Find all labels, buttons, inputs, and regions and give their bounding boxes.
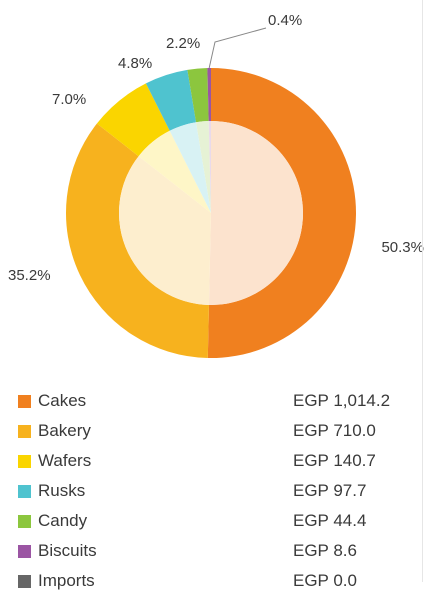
slice-wafers — [96, 83, 170, 157]
legend-label: Biscuits — [38, 541, 97, 560]
slice-biscuits — [207, 68, 211, 122]
legend-value: EGP 1,014.2 — [293, 391, 391, 410]
inner-slice-wafers — [138, 130, 211, 213]
percent-label-bakery: 35.2% — [8, 267, 51, 284]
legend-label: Candy — [38, 511, 88, 530]
legend-label: Rusks — [38, 481, 86, 500]
inner-slice-rusks — [169, 122, 211, 213]
legend-value: EGP 140.7 — [293, 451, 376, 470]
legend-item-cakes: Cakes EGP 1,014.2 — [18, 386, 408, 416]
legend-swatch — [18, 394, 31, 408]
percent-label-biscuits: 0.4% — [268, 12, 302, 29]
legend-value: EGP 8.6 — [293, 541, 357, 560]
legend-swatch — [18, 454, 31, 468]
legend-label: Imports — [38, 571, 95, 590]
legend-swatch — [18, 484, 31, 498]
legend-label: Cakes — [38, 391, 87, 410]
chart-legend: Cakes EGP 1,014.2 Bakery EGP 710.0 Wafers EGP… — [18, 386, 408, 596]
legend-value: EGP 710.0 — [293, 421, 376, 440]
inner-slice-bakery — [119, 156, 211, 305]
legend-item-candy: Candy EGP 44.4 — [18, 506, 408, 536]
divider — [422, 0, 423, 582]
slice-candy — [187, 68, 209, 123]
percent-label-candy: 2.2% — [166, 35, 200, 52]
legend-item-biscuits: Biscuits EGP 8.6 — [18, 536, 408, 566]
legend-value: EGP 0.0 — [293, 571, 357, 590]
inner-slice-cakes — [208, 121, 303, 305]
legend-item-wafers: Wafers EGP 140.7 — [18, 446, 408, 476]
legend-value: EGP 44.4 — [293, 511, 367, 530]
legend-item-rusks: Rusks EGP 97.7 — [18, 476, 408, 506]
percent-label-cakes: 50.3% — [381, 239, 424, 256]
legend-item-bakery: Bakery EGP 710.0 — [18, 416, 408, 446]
legend-item-imports: Imports EGP 0.0 — [18, 566, 408, 596]
legend-label: Wafers — [38, 451, 92, 470]
legend-value: EGP 97.7 — [293, 481, 367, 500]
slice-rusks — [145, 69, 197, 131]
slice-bakery — [66, 123, 209, 358]
inner-slice-biscuits — [208, 121, 211, 213]
legend-swatch — [18, 574, 31, 588]
slice-cakes — [207, 68, 356, 358]
legend-swatch — [18, 514, 31, 528]
leader-line-biscuits — [208, 27, 267, 69]
legend-label: Bakery — [38, 421, 91, 440]
chart-canvas: 50.3% 35.2% 7.0% 4.8% 2.2% 0.4% — [8, 12, 424, 358]
legend-swatch — [18, 544, 31, 558]
inner-slice-candy — [196, 121, 211, 213]
percent-label-wafers: 7.0% — [52, 91, 86, 108]
donut-chart: 50.3% 35.2% 7.0% 4.8% 2.2% 0.4% Cakes EGP 1,01… — [8, 0, 424, 590]
legend-swatch — [18, 424, 31, 438]
percent-label-rusks: 4.8% — [118, 55, 152, 72]
